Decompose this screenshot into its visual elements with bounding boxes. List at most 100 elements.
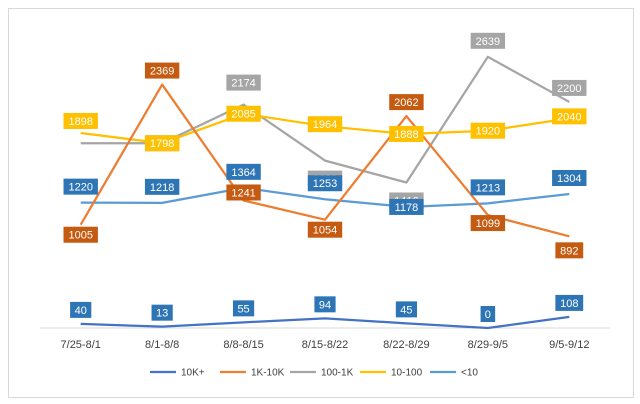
data-label: 1218: [144, 178, 180, 195]
data-label-text: 45: [400, 304, 412, 316]
x-tick-label: 8/15-8/22: [302, 339, 348, 351]
data-label: 1253: [307, 175, 343, 192]
data-label-text: 1920: [476, 126, 500, 138]
data-label-text: 892: [560, 245, 578, 257]
data-label: 2369: [144, 62, 180, 79]
data-label-box: [226, 74, 261, 91]
data-label-text: 1798: [150, 138, 174, 150]
data-label-box: [307, 116, 343, 133]
data-label-box: [552, 108, 587, 125]
series-line-10K+: [80, 315, 570, 330]
data-label-box: [470, 32, 506, 49]
legend-label: 10-100: [391, 368, 423, 379]
data-label-text: 2200: [557, 83, 581, 95]
data-label: 1220: [63, 178, 98, 195]
data-label-text: 1888: [394, 129, 418, 141]
data-label-box: [151, 304, 173, 321]
data-label-text: 94: [319, 299, 331, 311]
data-label-text: 1898: [68, 116, 92, 128]
data-label: 1920: [470, 122, 506, 139]
data-label-box: [470, 179, 506, 196]
data-label: 0: [480, 306, 496, 322]
data-label: 45: [395, 301, 418, 318]
data-label: 55: [232, 300, 255, 317]
data-label-text: 40: [75, 305, 87, 317]
data-label-box: [226, 184, 261, 201]
data-label: 2200: [552, 79, 587, 96]
data-label: 1364: [226, 163, 261, 180]
data-label: 108: [555, 294, 584, 311]
legend-label: <10: [461, 368, 478, 379]
data-label-text: 1304: [557, 173, 581, 185]
data-label: 1005: [63, 226, 98, 243]
data-label-box: [480, 306, 496, 322]
data-label-text: 55: [237, 303, 249, 315]
data-label-box: [307, 221, 343, 238]
data-label-box: [232, 300, 255, 317]
legend-item: 10K+: [150, 368, 205, 379]
data-label: 1304: [552, 170, 587, 187]
data-label-box: [144, 62, 180, 79]
legend-label: 10K+: [181, 368, 205, 379]
data-label: 1178: [389, 198, 424, 215]
data-label: 2040: [552, 108, 587, 125]
data-label: 2174: [226, 74, 261, 91]
data-label-box: [389, 94, 424, 111]
data-label-box: [63, 112, 98, 129]
data-label: 1241: [226, 184, 261, 201]
data-label: 1964: [307, 116, 343, 133]
data-label-box: [226, 163, 261, 180]
data-label-text: 1099: [476, 218, 500, 230]
data-label-box: [63, 226, 98, 243]
data-label: 1099: [470, 215, 506, 232]
data-label: 2639: [470, 32, 506, 49]
data-label: 2085: [226, 105, 261, 122]
series-line-<10: [80, 186, 570, 209]
data-label: 94: [314, 296, 336, 313]
data-label-box: [395, 301, 418, 318]
data-label-text: 13: [156, 308, 168, 320]
data-label-box: [314, 296, 336, 313]
data-label-box: [144, 178, 180, 195]
data-label-text: 1218: [150, 182, 174, 194]
legend-label: 1K-10K: [251, 368, 285, 379]
data-label-text: 2062: [394, 97, 418, 109]
data-label-text: 1253: [313, 178, 337, 190]
data-label-text: 1220: [68, 182, 92, 194]
legend-item: 1K-10K: [220, 368, 285, 379]
data-label-text: 1054: [313, 225, 337, 237]
data-label: 1898: [63, 112, 98, 129]
data-label-text: 0: [485, 309, 491, 321]
x-tick-label: 7/25-8/1: [61, 339, 101, 351]
data-label-box: [144, 135, 180, 152]
legend-label: 100-1K: [321, 368, 354, 379]
data-label-box: [552, 170, 587, 187]
data-label: 1888: [389, 125, 424, 142]
data-label-box: [389, 125, 424, 142]
data-label-text: 1241: [231, 187, 255, 199]
data-label-box: [555, 242, 584, 259]
data-label-text: 1178: [395, 202, 419, 214]
data-label-text: 1364: [231, 167, 255, 179]
x-tick-label: 8/8-8/15: [223, 339, 263, 351]
legend-item: <10: [430, 368, 478, 379]
data-label-box: [470, 215, 506, 232]
data-label-box: [470, 122, 506, 139]
x-tick-label: 8/29-9/5: [468, 339, 508, 351]
data-label: 1213: [470, 179, 506, 196]
data-label: 892: [555, 242, 584, 259]
data-label-box: [389, 198, 424, 215]
x-tick-label: 9/5-9/12: [549, 339, 589, 351]
data-label: 40: [70, 301, 92, 318]
data-label-text: 108: [560, 298, 578, 310]
data-label-text: 1964: [313, 119, 337, 131]
data-label-text: 2085: [231, 109, 255, 121]
data-label: 1054: [307, 221, 343, 238]
data-label-text: 2369: [150, 66, 174, 78]
data-label-text: 1213: [476, 182, 500, 194]
data-label-box: [555, 294, 584, 311]
x-tick-label: 8/22-8/29: [383, 339, 429, 351]
data-label-box: [552, 79, 587, 96]
data-label: 13: [151, 304, 173, 321]
data-label-box: [70, 301, 92, 318]
